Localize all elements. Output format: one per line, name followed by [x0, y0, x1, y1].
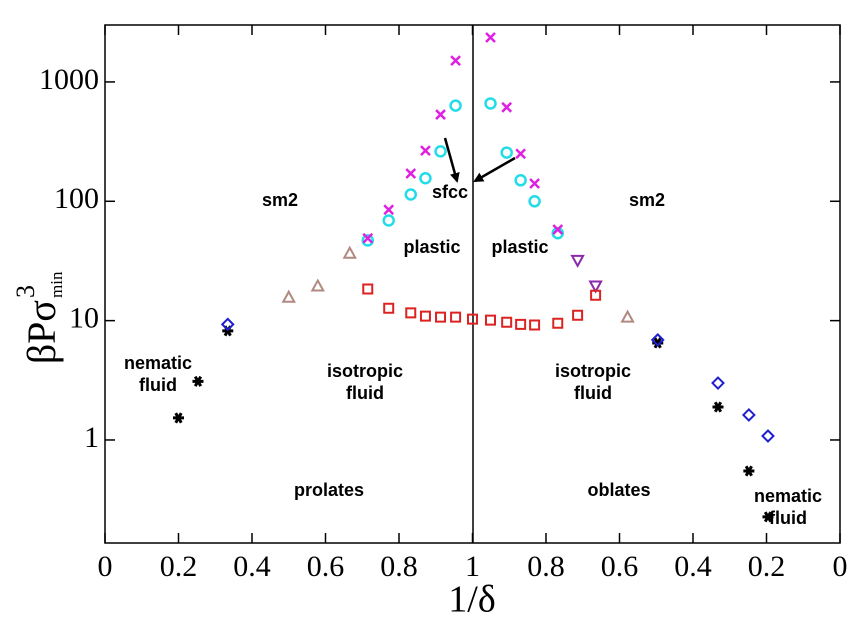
annotation: prolates: [294, 480, 364, 500]
marker: [762, 511, 774, 523]
y-tick-label: 10: [69, 302, 99, 335]
y-axis-label: βPσ 3 min: [11, 271, 66, 364]
marker: [383, 204, 395, 216]
annotation: plastic: [403, 237, 460, 257]
y-label-main: βPσ: [19, 300, 64, 364]
marker: [650, 332, 665, 347]
annotation: oblates: [587, 480, 650, 500]
marker: [552, 317, 564, 329]
annotation: sm2: [262, 190, 298, 210]
marker: [529, 178, 540, 189]
y-label-sub: min: [47, 271, 66, 298]
marker: [501, 316, 513, 328]
marker: [383, 302, 395, 314]
x-tick-label: 0.2: [748, 550, 786, 583]
marker: [712, 401, 724, 413]
annotation: sfcc: [432, 182, 468, 202]
marker: [281, 289, 296, 303]
annotation: fluid: [346, 383, 384, 403]
marker: [485, 314, 497, 326]
annotation: fluid: [574, 383, 612, 403]
annotation: nematic: [754, 486, 822, 506]
marker: [419, 172, 432, 185]
marker: [711, 376, 725, 390]
x-tick-label: 0: [98, 550, 113, 583]
x-tick-label: 0.4: [674, 550, 712, 583]
marker: [467, 313, 478, 325]
marker: [192, 375, 204, 387]
marker: [529, 319, 541, 331]
x-tick-label: 0: [833, 550, 848, 583]
y-label-sup: 3: [11, 285, 40, 298]
marker: [450, 55, 461, 66]
marker: [743, 465, 755, 477]
x-tick-label: 0.2: [160, 550, 198, 583]
annotation: fluid: [769, 508, 807, 528]
marker: [528, 195, 541, 208]
marker: [500, 146, 513, 159]
marker: [435, 109, 446, 120]
marker: [588, 280, 603, 294]
annotation: sm2: [629, 190, 665, 210]
marker: [515, 318, 527, 330]
marker: [449, 99, 462, 112]
arrow: [443, 137, 460, 183]
marker: [362, 283, 374, 295]
x-axis-label: 1/δ: [448, 579, 495, 621]
marker: [590, 289, 602, 301]
arrow: [473, 156, 516, 183]
marker: [552, 224, 564, 235]
x-tick-label: 0.8: [380, 550, 418, 583]
annotation: fluid: [139, 375, 177, 395]
x-tick-label: 0.8: [527, 550, 565, 583]
marker: [741, 408, 756, 422]
marker: [514, 174, 527, 187]
marker: [435, 311, 447, 323]
marker: [342, 245, 357, 259]
marker: [405, 168, 417, 179]
y-tick-label: 100: [54, 182, 99, 215]
marker: [570, 254, 585, 268]
marker: [572, 309, 584, 321]
x-tick-label: 0.6: [601, 550, 639, 583]
annotation: isotropic: [555, 361, 631, 381]
marker: [405, 307, 417, 319]
marker: [485, 32, 496, 43]
x-tick-label: 1: [465, 550, 480, 583]
marker: [501, 101, 513, 113]
y-tick-label: 1000: [39, 63, 99, 96]
annotation: plastic: [491, 237, 548, 257]
y-tick-label: 1: [84, 421, 99, 454]
marker: [484, 97, 497, 110]
marker: [620, 309, 635, 323]
annotation: nematic: [124, 353, 192, 373]
marker: [761, 429, 775, 443]
marker: [173, 412, 184, 424]
annotation: isotropic: [327, 361, 403, 381]
marker: [382, 214, 395, 227]
marker: [434, 145, 447, 158]
x-tick-label: 0.6: [307, 550, 345, 583]
marker: [362, 232, 374, 244]
marker: [419, 310, 431, 322]
marker: [420, 145, 431, 156]
marker: [310, 278, 325, 292]
x-tick-label: 0.4: [233, 550, 271, 583]
marker: [450, 311, 462, 323]
marker: [404, 188, 418, 201]
marker: [515, 148, 527, 160]
marker: [220, 317, 235, 332]
